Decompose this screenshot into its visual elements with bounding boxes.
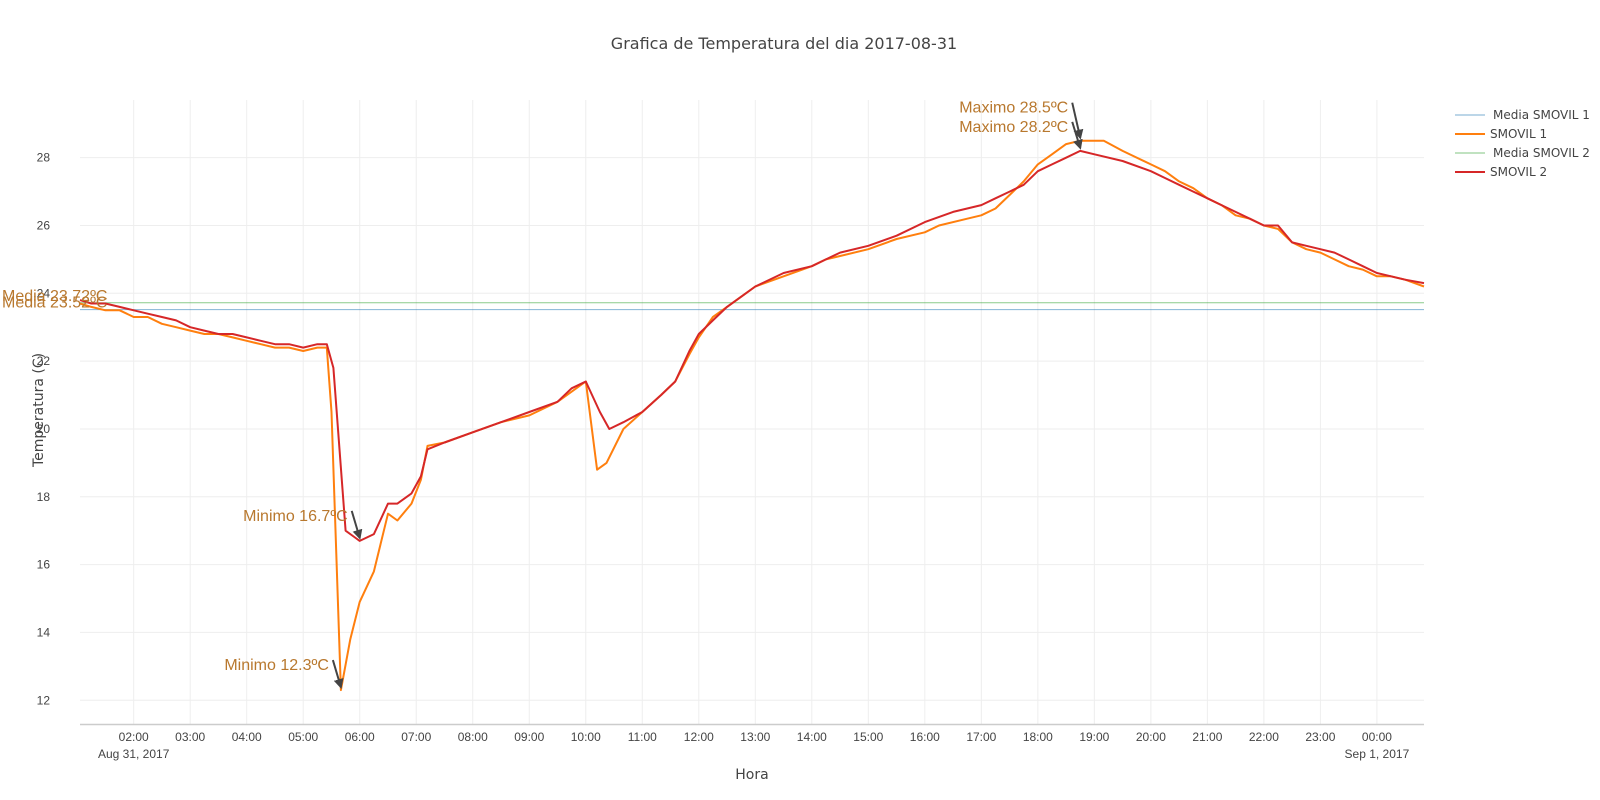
mean-lines: [80, 302, 1424, 311]
x-tick-label: 22:00: [1249, 730, 1279, 744]
annotation-arrow: [350, 510, 363, 540]
legend-label: Media SMOVIL 1: [1493, 108, 1590, 122]
legend-label: SMOVIL 2: [1490, 165, 1547, 179]
x-date-label: Aug 31, 2017: [98, 747, 170, 761]
legend[interactable]: Media SMOVIL 1 SMOVIL 1 Media SMOVIL 2 SMOV…: [1455, 108, 1590, 179]
gridlines: [80, 100, 1424, 724]
y-tick-label: 16: [37, 558, 51, 572]
x-axis: 02:00 03:00 04:00 05:00 06:00 07:00 08:00 09:00…: [80, 723, 1424, 761]
x-tick-label: 19:00: [1079, 730, 1109, 744]
x-tick-label: 21:00: [1192, 730, 1222, 744]
y-tick-label: 18: [37, 490, 51, 504]
y-axis-title: Temperatura (C): [31, 353, 47, 468]
annotation-label: Maximo 28.5ºC: [959, 100, 1068, 117]
annotation-media: Media 23.72ºC: [2, 288, 107, 305]
x-tick-label: 15:00: [853, 730, 883, 744]
y-tick-label: 14: [37, 625, 51, 639]
legend-item[interactable]: Media SMOVIL 1: [1455, 108, 1590, 122]
x-tick-label: 16:00: [910, 730, 940, 744]
y-tick-label: 24: [37, 286, 51, 300]
x-tick-label: 02:00: [119, 730, 149, 744]
x-tick-label: 11:00: [628, 730, 657, 744]
x-tick-label: 10:00: [571, 730, 601, 744]
x-axis-title: Hora: [735, 767, 768, 783]
annotation-arrow: [1071, 102, 1084, 140]
x-tick-label: 14:00: [797, 730, 827, 744]
x-tick-label: 06:00: [345, 730, 375, 744]
y-axis: 12 14 16 18 20 22 24 26 28: [37, 151, 51, 708]
x-tick-label: 13:00: [740, 730, 770, 744]
y-tick-label: 12: [37, 693, 51, 707]
y-tick-label: 28: [37, 151, 51, 165]
chart-title: Grafica de Temperatura del dia 2017-08-3…: [611, 34, 957, 53]
series-line-smovil-1: [79, 139, 1425, 692]
annotations: Maximo 28.5ºC Maximo 28.2ºC Minimo 16.7ºC M…: [2, 100, 1084, 690]
x-tick-label: 00:00: [1362, 730, 1392, 744]
x-tick-label: 18:00: [1023, 730, 1053, 744]
x-tick-label: 20:00: [1136, 730, 1166, 744]
y-tick-label: 26: [37, 218, 51, 232]
x-tick-label: 03:00: [175, 730, 205, 744]
x-tick-label: 07:00: [401, 730, 431, 744]
annotation-label: Minimo 12.3ºC: [224, 657, 329, 674]
x-tick-label: 17:00: [966, 730, 996, 744]
series-line-smovil-2: [79, 149, 1425, 542]
legend-label: SMOVIL 1: [1490, 127, 1547, 141]
x-tick-label: 04:00: [232, 730, 262, 744]
x-tick-label: 09:00: [514, 730, 544, 744]
legend-item[interactable]: Media SMOVIL 2: [1455, 146, 1590, 160]
legend-item[interactable]: SMOVIL 1: [1455, 127, 1547, 141]
x-tick-label: 05:00: [288, 730, 318, 744]
y-tick-label: 22: [37, 354, 51, 368]
annotation-label: Maximo 28.2ºC: [959, 119, 1068, 136]
annotation-arrow: [1071, 121, 1083, 150]
legend-item[interactable]: SMOVIL 2: [1455, 165, 1547, 179]
annotation-label: Minimo 16.7ºC: [243, 508, 348, 525]
y-tick-label: 20: [37, 422, 51, 436]
annotation-media: Media 23.52ºC: [2, 295, 107, 312]
series-lines: [79, 139, 1425, 692]
x-tick-label: 23:00: [1305, 730, 1335, 744]
annotation-arrow: [331, 659, 344, 690]
x-tick-label: 12:00: [684, 730, 714, 744]
x-date-label: Sep 1, 2017: [1345, 747, 1410, 761]
x-tick-label: 08:00: [458, 730, 488, 744]
legend-label: Media SMOVIL 2: [1493, 146, 1590, 160]
